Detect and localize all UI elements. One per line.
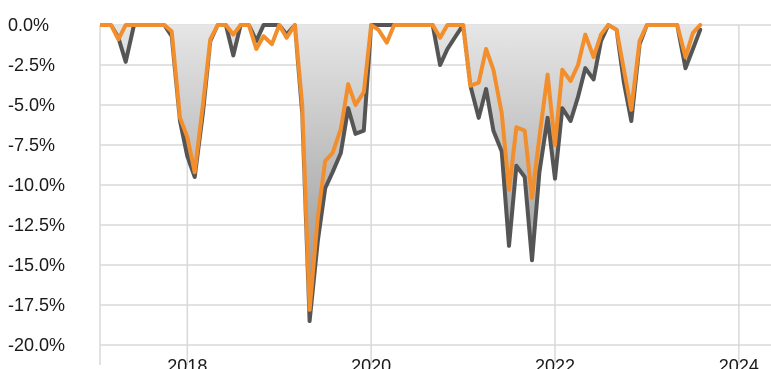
y-tick-label: -12.5% bbox=[8, 215, 65, 235]
drawdown-area bbox=[100, 25, 701, 321]
x-tick-label: 2018 bbox=[167, 356, 207, 369]
y-tick-label: -17.5% bbox=[8, 295, 65, 315]
y-tick-label: -7.5% bbox=[8, 135, 55, 155]
y-tick-label: -5.0% bbox=[8, 95, 55, 115]
x-tick-label: 2022 bbox=[535, 356, 575, 369]
x-axis-labels: 2018 2020 2022 2024 bbox=[167, 356, 759, 369]
y-tick-label: -15.0% bbox=[8, 255, 65, 275]
y-tick-label: 0.0% bbox=[8, 15, 49, 35]
series-line-orange bbox=[100, 23, 703, 312]
y-tick-label: -2.5% bbox=[8, 55, 55, 75]
drawdown-area-fill bbox=[100, 25, 701, 321]
x-tick-label: 2024 bbox=[719, 356, 759, 369]
y-tick-label: -20.0% bbox=[8, 335, 65, 355]
y-tick-label: -10.0% bbox=[8, 175, 65, 195]
series-lines bbox=[100, 23, 703, 323]
y-axis-labels: 0.0% -2.5% -5.0% -7.5% -10.0% -12.5% -15.0% -17… bbox=[8, 15, 65, 355]
x-tick-label: 2020 bbox=[351, 356, 391, 369]
